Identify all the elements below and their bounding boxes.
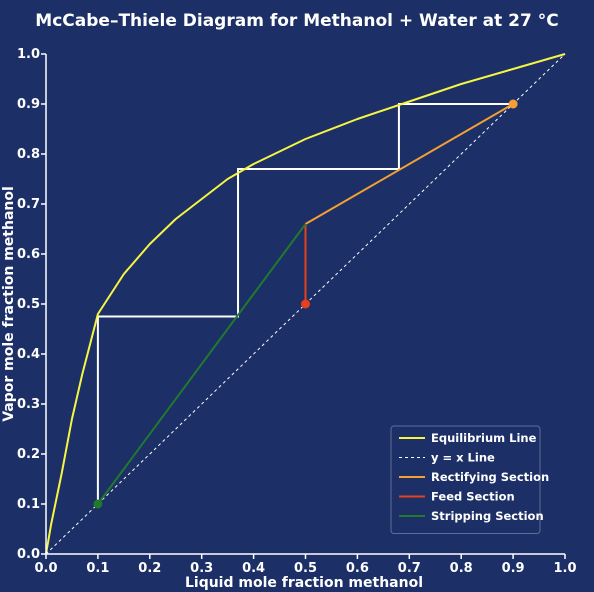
- y-tick-label: 0.5: [17, 297, 40, 312]
- series-stripping-section: [97, 223, 307, 505]
- legend-label-y-x-line: y = x Line: [431, 451, 495, 465]
- x-tick-label: 0.3: [190, 561, 213, 576]
- series-equilibrium-line: [45, 53, 566, 555]
- chart-title: McCabe–Thiele Diagram for Methanol + Wat…: [35, 11, 558, 31]
- x-tick-label: 0.1: [86, 561, 109, 576]
- y-tick-label: 0.0: [17, 547, 40, 562]
- x-tick-label: 0.2: [138, 561, 161, 576]
- x-tick-label: 0.4: [242, 561, 265, 576]
- legend-box: [390, 425, 541, 534]
- y-axis-label: Vapor mole fraction methanol: [1, 186, 17, 422]
- legend: Equilibrium Line y = x Line Rectifying Sec…: [390, 425, 549, 534]
- marker-1: [301, 299, 310, 309]
- y-tick-label: 0.9: [17, 97, 40, 112]
- y-tick-label: 0.4: [17, 347, 40, 362]
- y-tick-label: 0.6: [17, 247, 40, 262]
- x-tick-label: 0.7: [398, 561, 421, 576]
- y-tick-label: 1.0: [17, 47, 40, 62]
- x-tick-label: 0.8: [450, 561, 473, 576]
- y-tick-label: 0.7: [17, 197, 40, 212]
- axes: 0.0 0.1 0.2 0.3 0.4 0.5 0.6 0.7 0.8 0.9 1.0 0.0 0.1 0…: [17, 47, 577, 576]
- y-tick-label: 0.1: [17, 497, 40, 512]
- x-tick-label: 0.9: [502, 561, 525, 576]
- x-tick-label: 1.0: [553, 561, 576, 576]
- legend-label-rectifying-section: Rectifying Section: [431, 470, 549, 484]
- x-axis-label: Liquid mole fraction methanol: [185, 575, 423, 591]
- x-tick-label: 0.0: [34, 561, 57, 576]
- x-tick-label: 0.6: [346, 561, 369, 576]
- y-tick-label: 0.3: [17, 397, 40, 412]
- y-tick-label: 0.2: [17, 447, 40, 462]
- marker-2: [93, 499, 103, 509]
- y-tick-label: 0.8: [17, 147, 40, 162]
- legend-label-stripping-section: Stripping Section: [431, 509, 544, 523]
- x-tick-label: 0.5: [294, 561, 317, 576]
- legend-label-feed-section: Feed Section: [431, 490, 515, 504]
- series-rectifying-section: [304, 103, 514, 225]
- legend-label-equilibrium-line: Equilibrium Line: [431, 431, 537, 445]
- point-markers: [93, 99, 518, 509]
- marker-0: [508, 99, 518, 109]
